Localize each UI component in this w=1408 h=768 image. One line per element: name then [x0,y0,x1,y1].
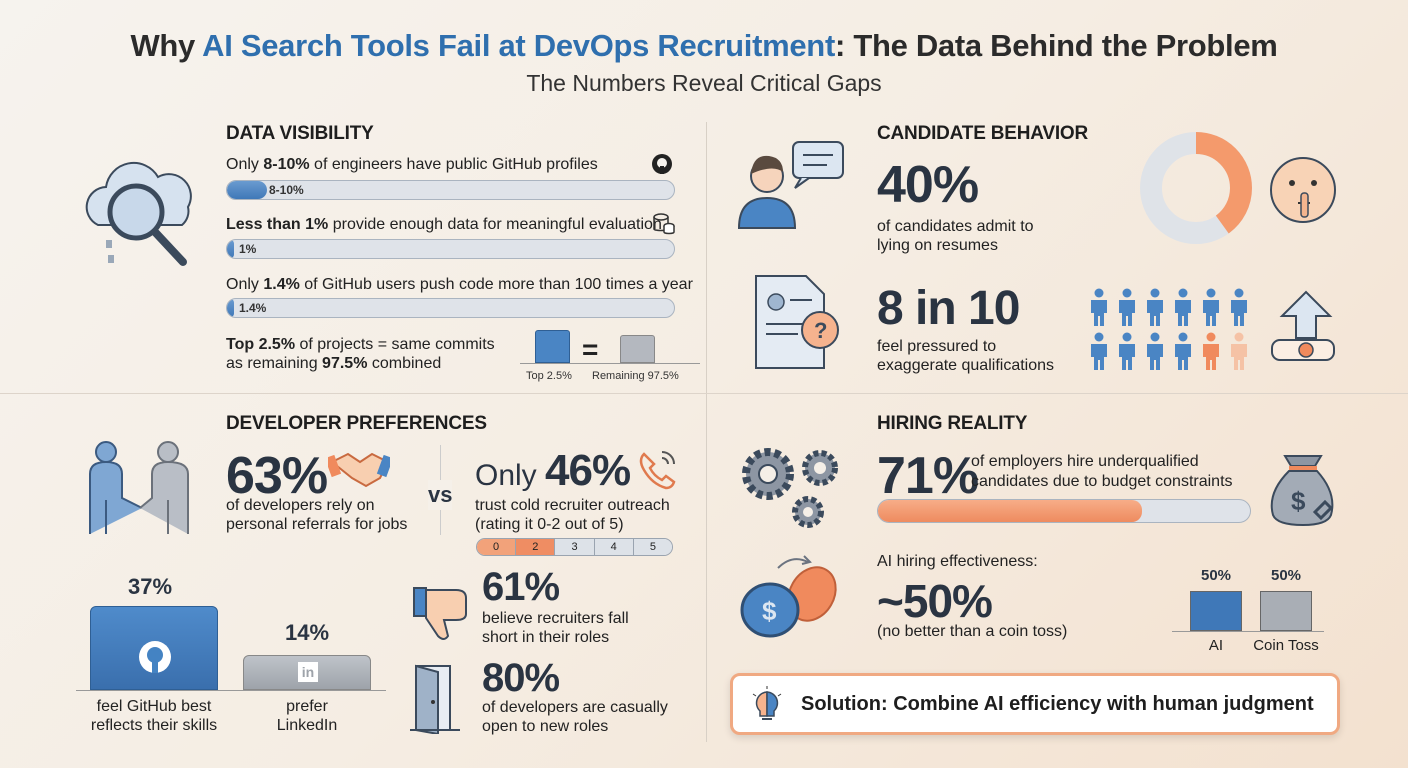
person-figure [1147,332,1163,370]
donut-fill [1140,132,1252,244]
pressure-stat-text: feel pressured to exaggerate qualificatio… [877,338,1055,374]
chart-baseline [1172,631,1324,632]
pref-baseline [76,690,386,691]
money-bag-icon: $ [1270,455,1334,527]
lightbulb-head-icon [752,686,782,720]
meaningful-data-bar: 1% [226,239,675,259]
shushing-face-icon [1270,157,1336,223]
ai-effectiveness-note: (no better than a coin toss) [877,623,1068,640]
github-icon [652,154,672,174]
meaningful-data-text: Less than 1% provide enough data for mea… [226,216,662,233]
person-figure [1091,332,1107,370]
rating-5: 5 [633,539,672,555]
commits-text: Top 2.5% of projects = same commits as re… [226,336,495,372]
people-grid [1088,288,1260,370]
person-figure [1119,332,1135,370]
fall-short-value: 61% [482,565,560,609]
linkedin-pref-bar: in [243,655,371,690]
push-code-bar: 1.4% [226,298,675,318]
equals-sign: = [582,334,599,365]
ai-chart-value: 50% [1200,567,1232,584]
rating-2: 2 [516,539,556,555]
solution-callout: Solution: Combine AI efficiency with hum… [730,673,1340,735]
handshake-icon [328,452,390,488]
rating-4: 4 [594,539,634,555]
solution-text: Solution: Combine AI efficiency with hum… [801,693,1314,715]
vertical-divider [706,122,707,742]
open-roles-text: of developers are casually open to new ro… [482,699,668,735]
underqualified-value: 71% [877,447,979,505]
underqualified-bar [877,499,1251,523]
coin-toss-icon: $ [740,555,837,638]
baseline [520,363,700,364]
top-projects-bar [535,330,570,363]
github-pref-bar [90,606,218,690]
person-figure [1203,288,1219,326]
svg-text:$: $ [1291,486,1306,516]
github-pref-value: 37% [128,574,173,599]
resume-question-icon: ? [755,275,839,369]
referrals-stat-text: of developers rely on personal referrals … [226,497,408,533]
push-code-text: Only 1.4% of GitHub users push code more… [226,276,693,293]
top-projects-label: Top 2.5% [526,370,572,382]
fall-short-text: believe recruiters fall short in their ro… [482,610,629,646]
page-subtitle: The Numbers Reveal Critical Gaps [526,70,882,96]
linkedin-pref-value: 14% [284,620,330,645]
github-profiles-bar: 8-10% [226,180,675,200]
github-pref-text: feel GitHub best reflects their skills [90,698,218,734]
database-icon [653,213,675,235]
person-figure [1175,332,1191,370]
lying-stat-value: 40% [877,156,979,214]
diploma-arrow-icon [1271,290,1335,361]
person-figure [1175,288,1191,326]
page-title: Why AI Search Tools Fail at DevOps Recru… [130,28,1278,63]
github-profiles-text: Only 8-10% of engineers have public GitH… [226,156,598,173]
person-figure [1091,288,1107,326]
ai-chart-label: AI [1208,637,1224,654]
open-roles-value: 80% [482,656,560,700]
svg-text:$: $ [762,596,777,626]
lying-donut-chart [1140,132,1252,244]
pressure-stat-value: 8 in 10 [877,282,1020,335]
github-logo-icon [139,641,171,673]
svg-text:?: ? [814,318,827,343]
remaining-projects-bar [620,335,655,363]
person-figure [1231,288,1247,326]
lying-stat-text: of candidates admit to lying on resumes [877,218,1034,254]
ai-chart-bar [1260,591,1312,631]
referrals-stat-value: 63% [226,447,328,505]
ai-vs-coin-chart: 50% AI 50% Coin Toss [1172,560,1324,660]
candidate-behavior-heading: CANDIDATE BEHAVIOR [877,123,1089,144]
ai-chart-value: 50% [1270,567,1302,584]
gears-icon [742,448,838,528]
horizontal-divider [0,393,1408,394]
phone-icon [639,451,676,490]
open-door-icon [410,664,460,734]
data-visibility-heading: DATA VISIBILITY [226,123,374,144]
cold-outreach-text: trust cold recruiter outreach (rating it … [475,497,670,533]
cloud-search-icon [85,161,192,266]
cold-outreach-stat: Only 46% [475,446,631,495]
underqualified-text: of employers hire underqualified candidat… [971,453,1233,490]
rating-scale: 0 2 3 4 5 [476,538,673,556]
ai-chart-label: Coin Toss [1253,637,1319,654]
ai-effectiveness-value: ~50% [877,575,993,627]
linkedin-pref-text: prefer LinkedIn [276,698,338,734]
rating-0: 0 [477,539,517,555]
vs-label: vs [428,480,453,510]
linkedin-logo-icon: in [298,662,318,682]
person-figure [1147,288,1163,326]
hiring-reality-heading: HIRING REALITY [877,413,1028,434]
person-figure [1203,332,1219,370]
rating-3: 3 [555,539,595,555]
thumbs-down-icon [413,587,467,640]
person-figure [1119,288,1135,326]
developer-preferences-heading: DEVELOPER PREFERENCES [226,413,487,434]
ai-effectiveness-label: AI hiring effectiveness: [877,553,1038,570]
person-speech-icon [737,141,844,229]
remaining-projects-label: Remaining 97.5% [592,370,679,382]
person-figure [1231,332,1247,370]
handshake-people-icon [89,441,189,534]
ai-chart-bar [1190,591,1242,631]
